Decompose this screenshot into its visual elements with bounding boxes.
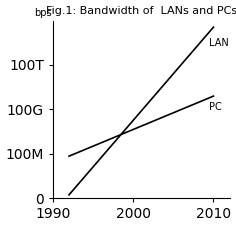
Text: PC: PC xyxy=(209,102,222,112)
Text: bps: bps xyxy=(34,8,51,18)
Text: LAN: LAN xyxy=(209,38,229,48)
Title: Fig.1: Bandwidth of  LANs and PCs: Fig.1: Bandwidth of LANs and PCs xyxy=(46,5,236,16)
